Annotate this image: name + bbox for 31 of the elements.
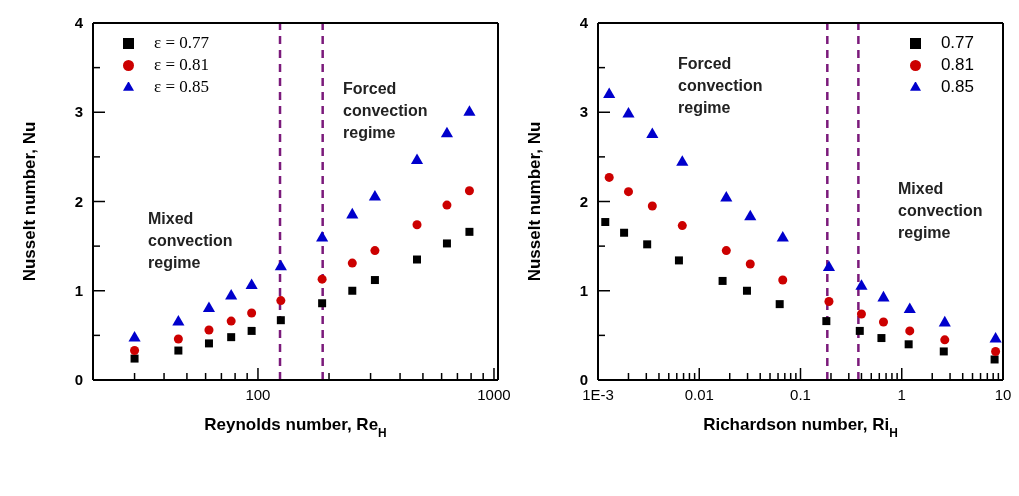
x-tick-label: 1000	[477, 386, 511, 403]
y-tick-label: 1	[579, 281, 588, 299]
annotation: Mixed convection regime	[148, 209, 234, 273]
x-axis-title: Richardson number, Ri$_{H}$	[703, 415, 898, 440]
y-axis-title: Nusselt number, Nu	[20, 121, 39, 282]
legend-label: 0.85	[940, 77, 974, 96]
legend-label: ε = 0.81	[154, 55, 209, 74]
annotation: Forced convection regime	[343, 79, 429, 143]
y-tick-label: 1	[74, 281, 83, 299]
y-tick-label: 0	[579, 371, 588, 388]
y-tick-label: 3	[74, 103, 83, 121]
y-tick-label: 3	[579, 103, 588, 121]
legend-label: ε = 0.85	[154, 77, 209, 96]
annotation: Forced convection regime	[678, 54, 764, 118]
x-tick-label: 0.01	[684, 386, 714, 403]
y-tick-label: 4	[579, 14, 589, 31]
y-tick-label: 0	[74, 371, 83, 388]
legend-label: 0.77	[940, 33, 974, 52]
x-tick-label: 1E-3	[582, 386, 614, 403]
y-tick-label: 2	[579, 192, 588, 210]
legend-label: ε = 0.77	[154, 33, 209, 52]
x-tick-label: 0.1	[790, 386, 811, 403]
y-tick-label: 4	[74, 14, 84, 31]
legend-label: 0.81	[940, 55, 974, 74]
x-axis-title: Reynolds number, Re$_{H}$	[204, 415, 387, 440]
x-tick-label: 1	[897, 386, 906, 403]
y-tick-label: 2	[74, 192, 83, 210]
annotation: Mixed convection regime	[898, 179, 984, 243]
x-tick-label: 100	[245, 386, 271, 403]
x-tick-label: 10	[994, 386, 1012, 403]
y-axis-title: Nusselt number, Nu	[525, 121, 544, 282]
